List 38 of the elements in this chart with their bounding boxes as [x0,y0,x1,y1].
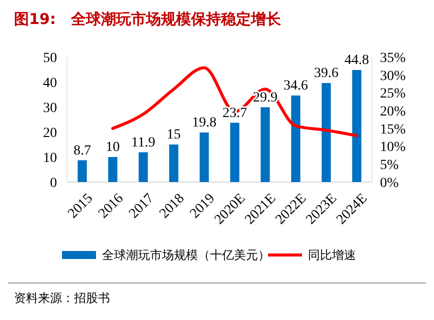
y2-tick-label: 5% [380,158,399,174]
data-label: 15 [166,128,181,142]
data-label: 44.8 [344,53,369,68]
y-tick-label: 30 [43,100,57,116]
bar [169,144,178,182]
data-label: 8.7 [74,143,91,158]
y2-tick-label: 25% [380,86,406,102]
bar [78,160,87,182]
legend-label: 全球潮玩市场规模（十亿美元） [102,248,270,262]
y-tick-label: 0 [50,176,57,191]
line-series [111,66,358,138]
data-label: 23.7 [222,106,247,121]
y-tick-label: 10 [43,150,57,166]
bar [291,96,300,182]
data-label: 34.6 [284,78,308,94]
y-tick-label: 40 [43,76,57,91]
y2-tick-label: 0% [380,176,399,191]
y2-tick-label: 15% [380,122,406,138]
y-tick-label: 20 [43,126,57,141]
y2-tick-label: 35% [380,50,406,66]
bar [200,132,209,182]
bar [138,152,148,182]
chart-title: 图19: 全球潮玩市场规模保持稳定增长 [14,10,282,28]
y-tick-label: 50 [43,50,57,66]
y2-tick-label: 30% [380,68,406,84]
data-label: 10 [106,140,120,155]
y2-tick-label: 20% [380,104,406,120]
bar [230,122,240,182]
y2-tick-label: 10% [380,140,406,156]
data-label: 39.6 [314,66,338,81]
text: 资料来源：招股书 [14,291,110,305]
bar [260,107,270,182]
bar [322,83,331,182]
legend-label: 同比增速 [308,248,356,262]
bar [352,70,362,182]
data-label: 19.8 [192,116,216,130]
data-label: 11.9 [131,135,156,150]
bar [108,157,118,182]
